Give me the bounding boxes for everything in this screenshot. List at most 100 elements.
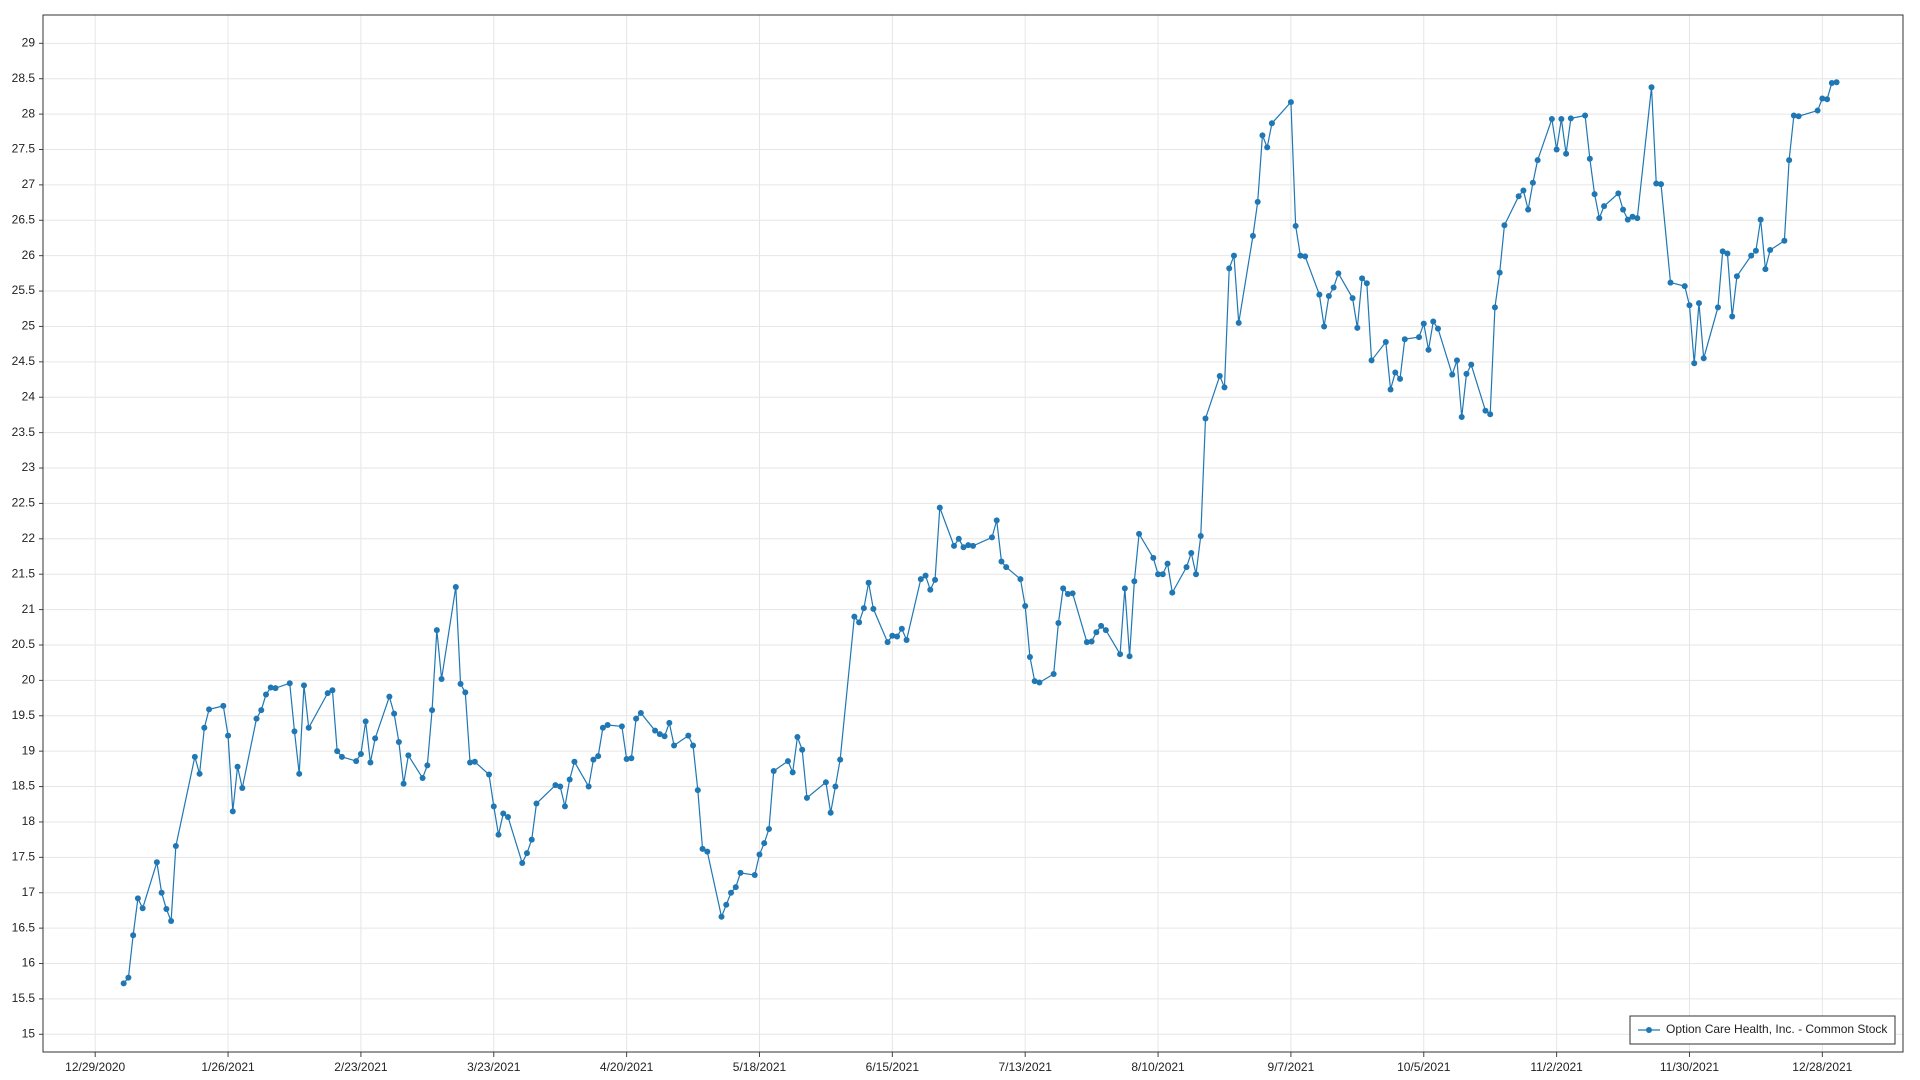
data-point bbox=[1653, 180, 1660, 187]
data-point bbox=[666, 719, 673, 726]
data-point bbox=[770, 767, 777, 774]
data-point bbox=[191, 753, 198, 760]
data-point bbox=[765, 826, 772, 833]
data-point bbox=[1558, 116, 1565, 123]
data-point bbox=[291, 728, 298, 735]
data-point bbox=[338, 753, 345, 760]
data-point bbox=[1026, 654, 1033, 661]
data-point bbox=[467, 759, 474, 766]
data-point bbox=[1828, 79, 1835, 86]
data-point bbox=[120, 980, 127, 987]
data-point bbox=[1648, 84, 1655, 91]
data-point bbox=[490, 803, 497, 810]
data-point bbox=[652, 727, 659, 734]
data-point bbox=[1667, 279, 1674, 286]
data-point bbox=[756, 851, 763, 858]
data-point bbox=[784, 758, 791, 765]
data-point bbox=[1719, 248, 1726, 255]
data-point bbox=[1487, 411, 1494, 418]
data-point bbox=[1397, 375, 1404, 382]
data-point bbox=[528, 836, 535, 843]
data-point bbox=[1183, 564, 1190, 571]
data-point bbox=[1188, 549, 1195, 556]
data-point bbox=[1724, 250, 1731, 257]
series-line bbox=[123, 81, 1837, 984]
data-point bbox=[229, 808, 236, 815]
x-tick-label: 7/13/2021 bbox=[998, 1060, 1052, 1074]
data-point bbox=[158, 889, 165, 896]
data-point bbox=[803, 794, 810, 801]
data-point bbox=[1202, 415, 1209, 422]
data-point bbox=[1496, 269, 1503, 276]
y-tick-label: 20.5 bbox=[12, 637, 36, 651]
data-point bbox=[253, 715, 260, 722]
data-point bbox=[134, 895, 141, 902]
data-point bbox=[196, 770, 203, 777]
data-point bbox=[1767, 247, 1774, 254]
data-point bbox=[998, 558, 1005, 565]
data-point bbox=[1363, 280, 1370, 287]
data-point bbox=[661, 733, 668, 740]
data-point bbox=[172, 843, 179, 850]
data-point bbox=[1491, 304, 1498, 311]
data-point bbox=[1553, 146, 1560, 153]
data-point bbox=[462, 689, 469, 696]
data-point bbox=[357, 750, 364, 757]
data-point bbox=[951, 542, 958, 549]
data-point bbox=[272, 685, 279, 692]
y-tick-label: 15 bbox=[22, 1026, 36, 1040]
data-point bbox=[1686, 302, 1693, 309]
data-point bbox=[130, 932, 137, 939]
data-point bbox=[832, 783, 839, 790]
y-tick-label: 21 bbox=[22, 602, 36, 616]
data-point bbox=[457, 680, 464, 687]
data-point bbox=[523, 850, 530, 857]
data-point bbox=[296, 770, 303, 777]
data-point bbox=[590, 756, 597, 763]
data-point bbox=[699, 845, 706, 852]
data-point bbox=[671, 742, 678, 749]
y-tick-label: 23 bbox=[22, 460, 36, 474]
data-point bbox=[988, 534, 995, 541]
data-point bbox=[500, 810, 507, 817]
data-point bbox=[1463, 370, 1470, 377]
data-point bbox=[1031, 678, 1038, 685]
data-point bbox=[419, 775, 426, 782]
data-point bbox=[1591, 191, 1598, 198]
data-point bbox=[1534, 157, 1541, 164]
data-point bbox=[305, 724, 312, 731]
data-point bbox=[1036, 679, 1043, 686]
data-point bbox=[533, 800, 540, 807]
data-point bbox=[1055, 620, 1062, 627]
data-point bbox=[1563, 150, 1570, 157]
data-point bbox=[694, 787, 701, 794]
data-point bbox=[1136, 530, 1143, 537]
data-point bbox=[1596, 215, 1603, 222]
data-point bbox=[718, 913, 725, 920]
y-tick-label: 26.5 bbox=[12, 212, 36, 226]
data-point bbox=[495, 831, 502, 838]
data-point bbox=[865, 579, 872, 586]
x-tick-label: 8/10/2021 bbox=[1131, 1060, 1185, 1074]
data-point bbox=[628, 755, 635, 762]
data-point bbox=[433, 627, 440, 634]
y-tick-label: 27 bbox=[22, 177, 36, 191]
data-point bbox=[1468, 361, 1475, 368]
data-point bbox=[1330, 284, 1337, 291]
data-point bbox=[206, 706, 213, 713]
data-point bbox=[851, 613, 858, 620]
y-tick-label: 19 bbox=[22, 743, 36, 757]
data-point bbox=[1629, 213, 1636, 220]
x-tick-label: 11/2/2021 bbox=[1530, 1060, 1583, 1074]
data-point bbox=[1819, 95, 1826, 102]
data-point bbox=[168, 918, 175, 925]
legend-marker bbox=[1646, 1027, 1652, 1033]
data-point bbox=[1695, 300, 1702, 307]
y-tick-label: 27.5 bbox=[12, 142, 36, 156]
data-point bbox=[1017, 576, 1024, 583]
data-point bbox=[728, 889, 735, 896]
data-point bbox=[723, 901, 730, 908]
data-point bbox=[637, 709, 644, 716]
data-point bbox=[1193, 571, 1200, 578]
data-point bbox=[1022, 603, 1029, 610]
